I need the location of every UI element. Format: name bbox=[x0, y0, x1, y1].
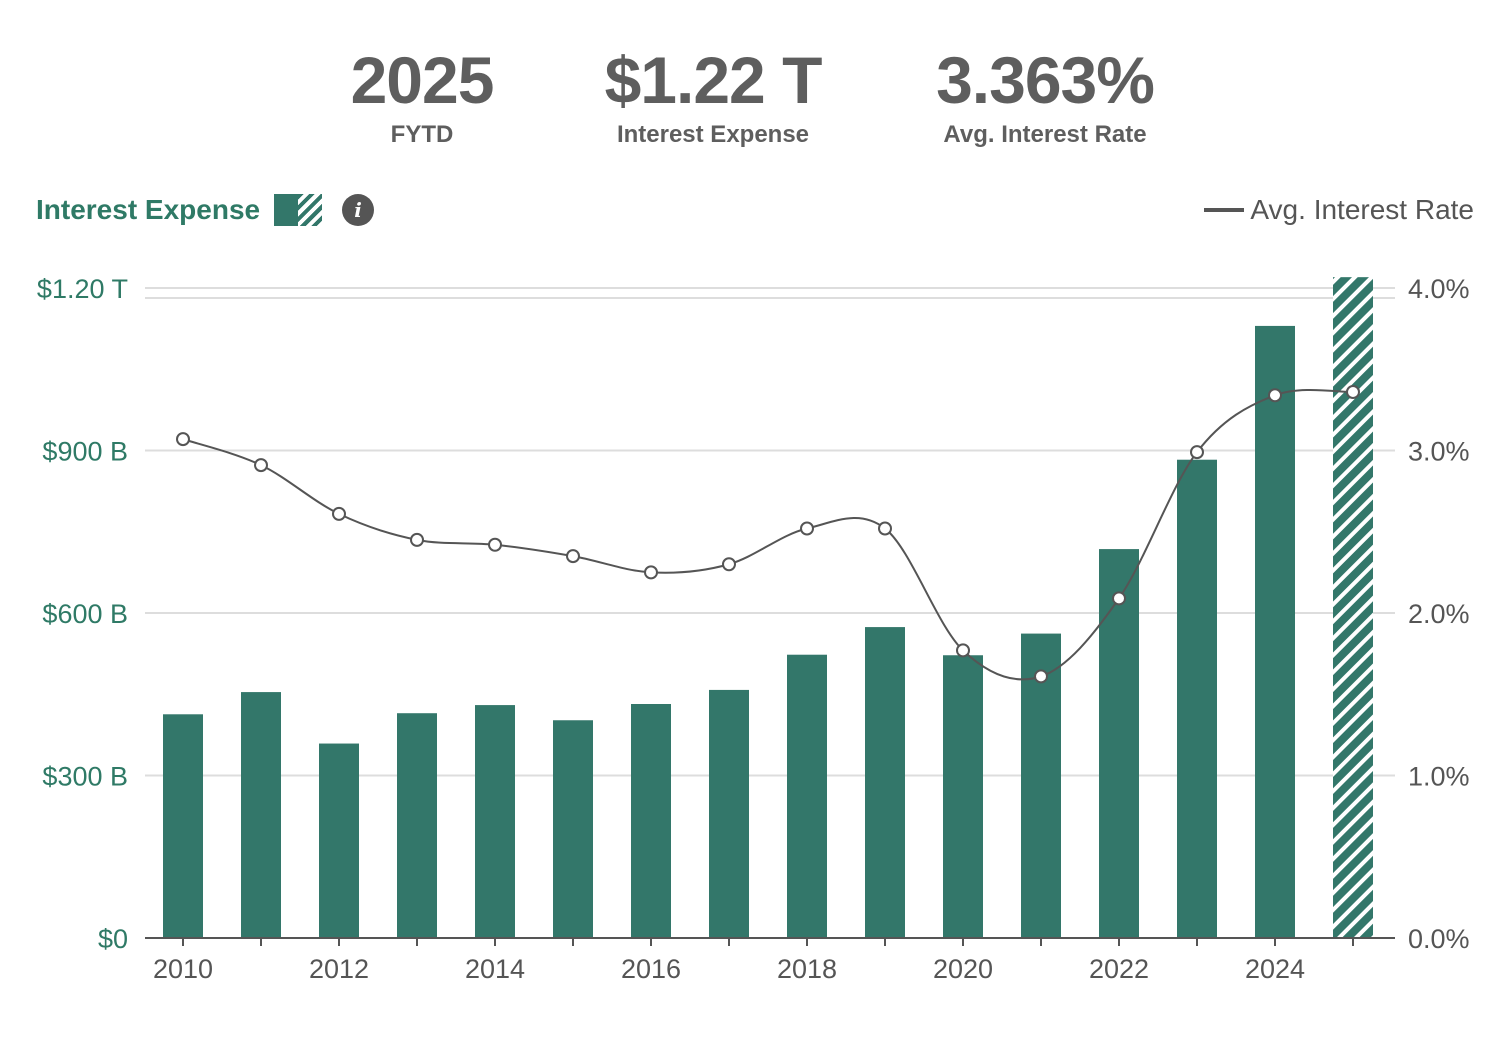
rate-point bbox=[722, 557, 736, 572]
y-right-tick-label: 1.0% bbox=[1408, 762, 1470, 792]
rate-point bbox=[1268, 388, 1282, 403]
bar bbox=[1021, 633, 1061, 938]
y-left-tick-label: $900 B bbox=[42, 437, 128, 467]
x-tick-label: 2014 bbox=[465, 954, 525, 984]
bar bbox=[631, 704, 671, 938]
rate-point bbox=[254, 458, 268, 473]
bar-fytd bbox=[1333, 277, 1373, 939]
rate-point bbox=[488, 537, 502, 552]
rate-point bbox=[800, 521, 814, 536]
summary-stats: 2025 FYTD $1.22 T Interest Expense 3.363… bbox=[0, 40, 1507, 170]
rate-point bbox=[1346, 385, 1360, 399]
x-tick-label: 2012 bbox=[309, 954, 369, 984]
bar bbox=[475, 705, 515, 938]
rate-point bbox=[332, 506, 346, 521]
bar bbox=[241, 692, 281, 938]
rate-point bbox=[878, 521, 892, 536]
bar bbox=[943, 655, 983, 938]
point-layer bbox=[176, 385, 1360, 684]
rate-point bbox=[176, 432, 190, 447]
x-tick-label: 2020 bbox=[933, 954, 993, 984]
stat-rate-value: 3.363% bbox=[936, 43, 1155, 117]
bar bbox=[865, 627, 905, 938]
legend-interest-expense: Interest Expense i bbox=[36, 190, 375, 230]
legend-solid-swatch bbox=[274, 194, 299, 226]
y-left-tick-label: $1.20 T bbox=[37, 274, 128, 304]
legend-avg-interest-rate-label: Avg. Interest Rate bbox=[1250, 194, 1474, 225]
x-tick-label: 2022 bbox=[1089, 954, 1149, 984]
rate-point bbox=[410, 532, 424, 547]
bar bbox=[163, 714, 203, 938]
legend-hatched-swatch bbox=[298, 194, 323, 226]
stat-expense: $1.22 T Interest Expense bbox=[604, 40, 823, 150]
info-icon[interactable]: i bbox=[342, 194, 375, 226]
bar bbox=[709, 689, 749, 938]
rate-point bbox=[566, 549, 580, 564]
legend-swatches bbox=[274, 194, 323, 226]
y-right-tick-label: 0.0% bbox=[1408, 924, 1470, 954]
y-left-tick-label: $300 B bbox=[42, 762, 128, 792]
bar bbox=[1099, 549, 1139, 938]
stat-year-label: FYTD bbox=[390, 121, 454, 148]
x-tick-label: 2010 bbox=[153, 954, 213, 984]
rate-point bbox=[644, 565, 658, 580]
stat-rate-label: Avg. Interest Rate bbox=[943, 121, 1147, 148]
legend-line-sample bbox=[1204, 208, 1245, 212]
y-right-tick-label: 2.0% bbox=[1408, 599, 1470, 629]
tick-layer: $0 $300 B $600 B $900 B $1.20 T 0.0% 1.0% 2.0% 3… bbox=[37, 274, 1470, 984]
y-right-tick-label: 3.0% bbox=[1408, 437, 1470, 467]
bar bbox=[1255, 325, 1295, 939]
rate-point bbox=[1112, 591, 1126, 606]
rate-point bbox=[1034, 669, 1048, 684]
bar-layer bbox=[163, 277, 1373, 939]
bar bbox=[397, 713, 437, 938]
stat-expense-value: $1.22 T bbox=[604, 43, 823, 117]
stat-rate: 3.363% Avg. Interest Rate bbox=[936, 40, 1155, 150]
bar bbox=[319, 743, 359, 938]
bar bbox=[787, 654, 827, 938]
bar bbox=[1177, 459, 1217, 938]
x-tick-label: 2018 bbox=[777, 954, 837, 984]
x-tick-label: 2016 bbox=[621, 954, 681, 984]
legend-interest-expense-label: Interest Expense bbox=[36, 194, 261, 225]
y-right-tick-label: 4.0% bbox=[1408, 274, 1470, 304]
rate-point bbox=[956, 643, 970, 658]
y-left-tick-label: $600 B bbox=[42, 599, 128, 629]
axis-layer bbox=[145, 937, 1395, 946]
y-left-tick-label: $0 bbox=[98, 924, 128, 954]
stat-year-value: 2025 bbox=[350, 43, 495, 117]
rate-point bbox=[1190, 445, 1204, 460]
legend-avg-interest-rate: Avg. Interest Rate bbox=[1204, 190, 1474, 230]
stat-expense-label: Interest Expense bbox=[616, 121, 810, 148]
stat-year: 2025 FYTD bbox=[350, 40, 495, 150]
bar bbox=[553, 720, 593, 938]
x-tick-label: 2024 bbox=[1245, 954, 1305, 984]
